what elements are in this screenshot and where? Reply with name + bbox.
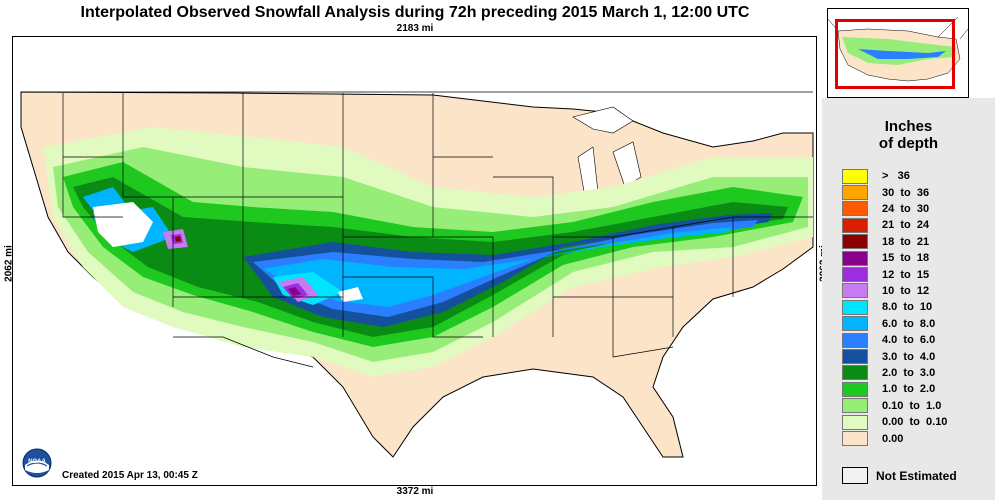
legend-label: 6.0 to 8.0 (882, 317, 936, 330)
legend-not-estimated: Not Estimated (842, 467, 957, 484)
legend-label: 21 to 24 (882, 219, 930, 232)
legend-title-line1: Inches (884, 118, 933, 135)
legend-item: 12 to 15 (842, 266, 930, 283)
legend-label: 0.00 to 0.10 (882, 416, 948, 429)
overview-inset-map[interactable] (827, 8, 969, 98)
legend-label: 18 to 21 (882, 235, 930, 248)
legend-item: 24 to 30 (842, 201, 929, 217)
created-timestamp: Created 2015 Apr 13, 00:45 Z (62, 470, 198, 481)
legend-swatch (842, 349, 868, 365)
legend-swatch (842, 250, 868, 266)
map-title: Interpolated Observed Snowfall Analysis … (80, 4, 750, 21)
not-estimated-swatch (842, 467, 868, 484)
snowfall-contours (43, 127, 813, 377)
legend-label: 10 to 12 (882, 284, 930, 297)
svg-text:NOAA: NOAA (28, 459, 46, 465)
legend-item: 10 to 12 (842, 283, 929, 299)
legend-item: 0.00 (842, 430, 904, 447)
legend-swatch (842, 365, 868, 381)
legend-panel: Inches of depth > 36 30 to 36 24 to 30 21 t… (822, 98, 995, 500)
legend-item: 3.0 to 4.0 (842, 348, 936, 365)
legend-label: > 36 (882, 170, 910, 183)
snowfall-map[interactable] (12, 36, 817, 486)
legend-item: 6.0 to 8.0 (842, 316, 935, 332)
inset-map-svg (828, 9, 968, 97)
legend-label: 0.00 (882, 432, 904, 445)
legend-item: 15 to 18 (842, 250, 929, 266)
international-borders (21, 91, 813, 368)
legend-label: 12 to 15 (882, 268, 930, 281)
legend-item: 4.0 to 6.0 (842, 332, 935, 348)
legend-item: 0.10 to 1.0 (842, 398, 941, 414)
legend-label: 30 to 36 (882, 186, 930, 199)
noaa-logo: NOAA (22, 448, 52, 478)
legend-swatch (842, 168, 868, 184)
legend-item: > 36 (842, 168, 910, 184)
legend-item: 2.0 to 3.0 (842, 365, 935, 381)
legend-swatch (842, 414, 868, 430)
bottom-width-label: 3372 mi (396, 486, 434, 497)
legend-label: 2.0 to 3.0 (882, 366, 936, 379)
legend-label: 24 to 30 (882, 202, 930, 215)
legend-swatch (842, 332, 868, 348)
legend-label: 8.0 to 10 (882, 301, 933, 314)
legend-item: 1.0 to 2.0 (842, 381, 935, 397)
inset-extent-box (835, 19, 955, 89)
legend-swatch (842, 431, 868, 447)
legend-swatch (842, 381, 868, 397)
legend-swatch (842, 217, 868, 233)
legend-label: 0.10 to 1.0 (882, 399, 942, 412)
legend-item: 0.00 to 0.10 (842, 414, 947, 430)
legend-swatch (842, 234, 868, 250)
legend-swatch (842, 398, 868, 414)
legend-swatch (842, 201, 868, 217)
top-width-label: 2183 mi (396, 23, 434, 34)
legend-swatch (842, 316, 868, 332)
legend-label: 3.0 to 4.0 (882, 350, 936, 363)
legend-swatch (842, 299, 868, 315)
legend-swatch (842, 267, 868, 283)
legend-label: 4.0 to 6.0 (882, 334, 936, 347)
state-borders (62, 93, 813, 358)
snowfall-map-svg (13, 37, 816, 485)
legend-item: 30 to 36 (842, 184, 930, 201)
legend-label: 15 to 18 (882, 252, 930, 265)
legend-item: 21 to 24 (842, 217, 929, 233)
not-estimated-label: Not Estimated (876, 468, 957, 483)
legend-item: 18 to 21 (842, 234, 929, 250)
legend-item: 8.0 to 10 (842, 299, 932, 315)
legend-swatch (842, 185, 868, 201)
legend-label: 1.0 to 2.0 (882, 383, 936, 396)
legend-title-line2: of depth (878, 135, 939, 152)
legend-swatch (842, 283, 868, 299)
legend-title: Inches of depth (822, 118, 995, 152)
